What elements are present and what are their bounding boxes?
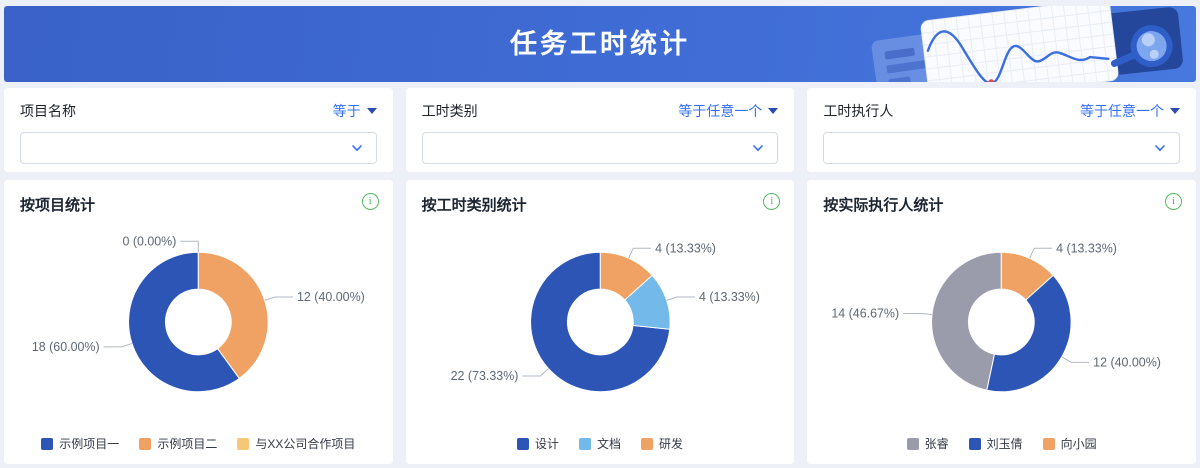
legend-item[interactable]: 文档 xyxy=(578,435,621,452)
chart-title: 按工时类别统计 xyxy=(421,197,527,214)
filter-label: 项目名称 xyxy=(20,103,76,119)
info-icon[interactable]: i xyxy=(361,193,379,210)
operator-dropdown[interactable]: 等于 xyxy=(333,101,377,121)
slice-connector xyxy=(1061,356,1090,363)
chevron-down-icon xyxy=(1153,141,1167,155)
donut-chart-by-executor: 14 (46.67%) 12 (40.00%) 4 (13.33%) xyxy=(832,241,1161,393)
filter-head: 项目名称 等于 xyxy=(20,101,377,121)
charts-row: 按项目统计 i 18 (60.00%) 12 (40.00%) 0 (0.00%) … xyxy=(4,180,1196,464)
legend-swatch-icon xyxy=(1042,437,1055,450)
chart-card-by-project: 按项目统计 i 18 (60.00%) 12 (40.00%) 0 (0.00%) … xyxy=(4,180,393,464)
info-icon[interactable]: i xyxy=(763,193,781,210)
legend-swatch-icon xyxy=(906,437,919,450)
legend-label: 示例项目一 xyxy=(59,437,120,451)
operator-dropdown[interactable]: 等于任意一个 xyxy=(1080,101,1180,121)
filter-card-hour-executor: 工时执行人 等于任意一个 xyxy=(807,88,1196,172)
filter-card-hour-category: 工时类别 等于任意一个 xyxy=(405,88,795,172)
legend-label: 刘玉倩 xyxy=(986,437,1023,451)
chart-card-by-category: 按工时类别统计 i 22 (73.33%) 4 (13.33%) 4 (13.33%… xyxy=(405,180,795,464)
legend-item[interactable]: 研发 xyxy=(641,435,683,452)
legend-swatch-icon xyxy=(578,437,591,450)
legend-item[interactable]: 刘玉倩 xyxy=(968,435,1023,452)
info-icon[interactable]: i xyxy=(1164,193,1182,210)
chart-title: 按项目统计 xyxy=(20,197,96,214)
pie-slice[interactable] xyxy=(1001,251,1055,301)
filter-head: 工时类别 等于任意一个 xyxy=(422,101,779,121)
chart-legend: 设计 文档 研发 xyxy=(406,435,795,452)
pie-slice[interactable] xyxy=(599,251,653,301)
slice-connector xyxy=(522,368,549,377)
legend-label: 设计 xyxy=(534,437,559,451)
header-banner: 任务工时统计 xyxy=(4,6,1196,82)
hour-category-select[interactable] xyxy=(421,132,779,164)
pie-slice[interactable] xyxy=(197,251,269,380)
caret-down-icon xyxy=(1169,108,1180,114)
legend-item[interactable]: 向小园 xyxy=(1042,435,1097,452)
caret-down-icon xyxy=(768,108,779,114)
filters-row: 项目名称 等于 工时类别 等于任意一个 xyxy=(4,88,1196,172)
legend-swatch-icon xyxy=(139,437,152,450)
chevron-down-icon xyxy=(751,141,765,155)
legend-item[interactable]: 张睿 xyxy=(906,435,949,452)
legend-swatch-icon xyxy=(968,437,981,450)
pie-slice[interactable] xyxy=(931,251,1003,391)
operator-label: 等于 xyxy=(332,103,361,119)
slice-label: 12 (40.00%) xyxy=(297,290,365,304)
slice-label: 0 (0.00%) xyxy=(122,234,176,248)
slice-label: 18 (60.00%) xyxy=(32,340,100,354)
chart-legend: 示例项目一 示例项目二 与XX公司合作项目 xyxy=(4,435,393,452)
legend-label: 示例项目二 xyxy=(157,437,218,451)
chart-card-by-executor: 按实际执行人统计 i 14 (46.67%) 12 (40.00%) 4 (13.3… xyxy=(807,180,1196,464)
slice-label: 12 (40.00%) xyxy=(1093,356,1161,370)
pie-slice[interactable] xyxy=(986,274,1072,393)
operator-dropdown[interactable]: 等于任意一个 xyxy=(678,101,779,121)
slice-connector xyxy=(1029,247,1053,259)
operator-label: 等于任意一个 xyxy=(678,103,763,119)
slice-label: 22 (73.33%) xyxy=(450,369,518,383)
legend-swatch-icon xyxy=(641,437,653,450)
donut-chart-by-project: 18 (60.00%) 12 (40.00%) 0 (0.00%) xyxy=(32,234,365,393)
hour-executor-select[interactable] xyxy=(823,132,1180,164)
caret-down-icon xyxy=(366,108,377,114)
pie-slice[interactable] xyxy=(529,251,670,393)
slice-label: 4 (13.33%) xyxy=(699,290,760,304)
slice-connector xyxy=(103,343,133,348)
slice-connector xyxy=(180,240,199,253)
slice-connector xyxy=(264,296,294,301)
filter-card-project-name: 项目名称 等于 xyxy=(4,88,393,172)
legend-item[interactable]: 设计 xyxy=(516,435,559,452)
chart-legend: 张睿 刘玉倩 向小园 xyxy=(807,435,1196,452)
slice-label: 4 (13.33%) xyxy=(1056,241,1117,255)
legend-item[interactable]: 示例项目一 xyxy=(41,435,119,452)
donut-chart-by-category: 22 (73.33%) 4 (13.33%) 4 (13.33%) xyxy=(450,241,760,393)
slice-connector xyxy=(627,247,651,259)
slice-label: 4 (13.33%) xyxy=(655,241,716,255)
legend-swatch-icon xyxy=(516,437,529,450)
pie-slice[interactable] xyxy=(128,251,241,393)
legend-label: 研发 xyxy=(659,437,684,451)
project-name-select[interactable] xyxy=(20,132,377,164)
filter-label: 工时执行人 xyxy=(823,103,894,119)
legend-label: 张睿 xyxy=(924,437,949,451)
page-title: 任务工时统计 xyxy=(510,29,690,59)
operator-label: 等于任意一个 xyxy=(1079,103,1164,119)
filter-label: 工时类别 xyxy=(421,103,478,119)
legend-label: 与XX公司合作项目 xyxy=(255,437,356,451)
legend-item[interactable]: 示例项目二 xyxy=(139,435,217,452)
legend-label: 向小园 xyxy=(1060,437,1097,451)
legend-swatch-icon xyxy=(41,437,54,450)
legend-label: 文档 xyxy=(596,437,621,451)
chevron-down-icon xyxy=(350,141,364,155)
header-illustration xyxy=(871,6,1183,82)
slice-connector xyxy=(903,313,933,316)
slice-label: 14 (46.67%) xyxy=(832,307,900,321)
filter-head: 工时执行人 等于任意一个 xyxy=(823,101,1180,121)
legend-swatch-icon xyxy=(237,437,250,450)
chart-title: 按实际执行人统计 xyxy=(823,197,944,214)
slice-connector xyxy=(666,296,695,301)
legend-item[interactable]: 与XX公司合作项目 xyxy=(237,435,355,452)
